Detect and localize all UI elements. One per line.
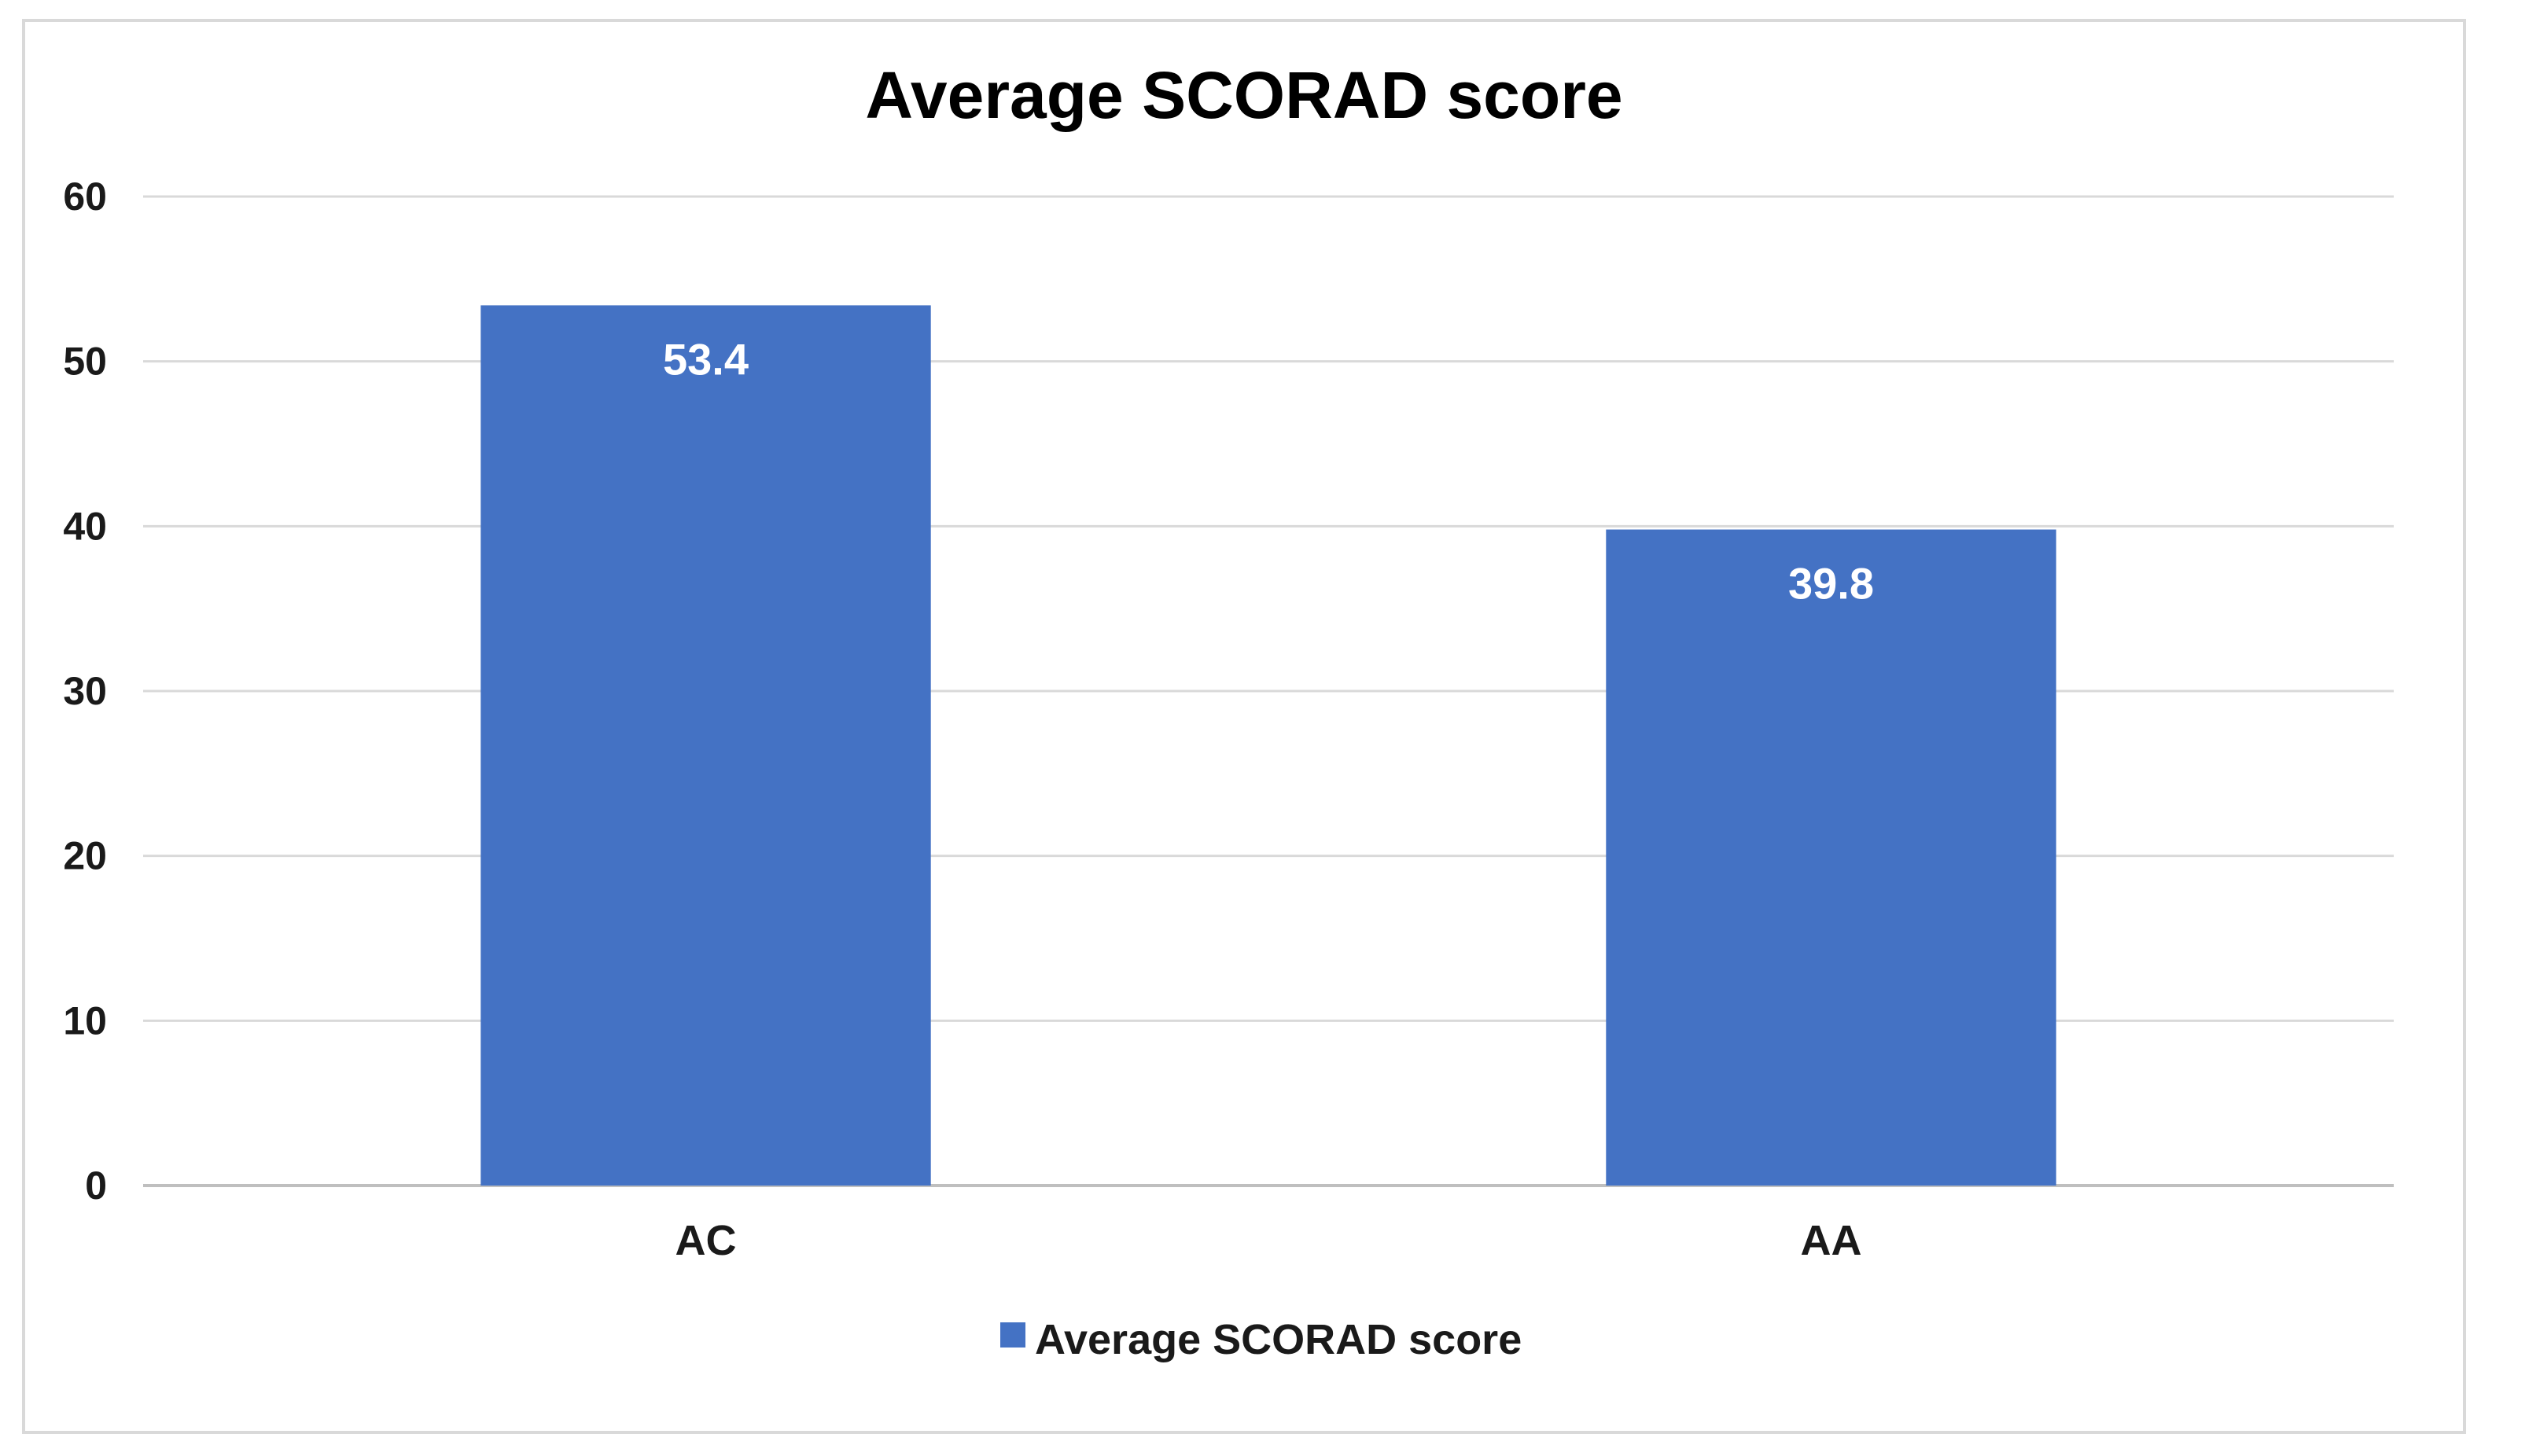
data-labels: 53.4 39.8 <box>663 334 1874 608</box>
bars <box>480 305 2056 1186</box>
legend: Average SCORAD score <box>1000 1316 1522 1363</box>
bar-ac <box>480 305 931 1186</box>
data-label-ac: 53.4 <box>663 334 749 384</box>
category-label-ac: AC <box>676 1217 737 1264</box>
data-label-aa: 39.8 <box>1788 559 1874 609</box>
y-tick-label: 40 <box>63 504 107 548</box>
category-label-aa: AA <box>1801 1217 1862 1264</box>
chart-frame: Average SCORAD score 0 10 20 30 40 50 60 53.4 3… <box>22 19 2466 1434</box>
y-tick-label: 30 <box>63 669 107 713</box>
y-tick-label: 10 <box>63 998 107 1042</box>
x-axis-category-labels: AC AA <box>676 1217 1862 1264</box>
bar-chart: Average SCORAD score 0 10 20 30 40 50 60 53.4 3… <box>63 58 2394 1363</box>
chart-title: Average SCORAD score <box>865 58 1622 132</box>
legend-swatch <box>1000 1322 1025 1348</box>
legend-label: Average SCORAD score <box>1035 1316 1522 1363</box>
y-axis-tick-labels: 0 10 20 30 40 50 60 <box>63 175 107 1208</box>
y-tick-label: 60 <box>63 175 107 219</box>
y-tick-label: 50 <box>63 340 107 384</box>
y-tick-label: 0 <box>85 1164 107 1208</box>
y-tick-label: 20 <box>63 834 107 878</box>
bar-aa <box>1606 529 2056 1186</box>
